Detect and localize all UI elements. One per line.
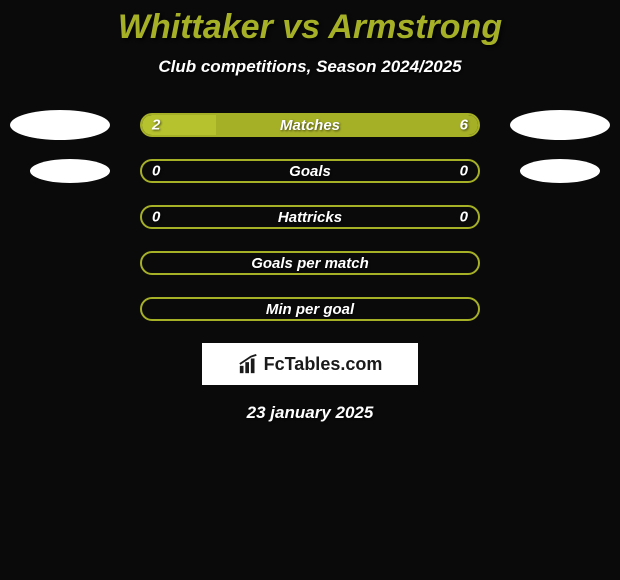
stat-label: Matches: [280, 117, 340, 134]
player1-photo: [10, 110, 110, 140]
stat-row: 2 Matches 6: [0, 113, 620, 137]
stat-label: Goals: [289, 163, 331, 180]
date-text: 23 january 2025: [0, 403, 620, 423]
stat-value-left: 0: [152, 163, 160, 180]
player2-photo: [510, 110, 610, 140]
logo-text: FcTables.com: [264, 354, 383, 375]
subtitle: Club competitions, Season 2024/2025: [0, 57, 620, 77]
stat-row: Goals per match: [0, 251, 620, 275]
vs-text: vs: [282, 8, 320, 46]
stat-value-left: 0: [152, 209, 160, 226]
chart-icon: [238, 353, 260, 375]
stat-value-right: 0: [460, 209, 468, 226]
stat-row: Min per goal: [0, 297, 620, 321]
stat-bar-gpm: Goals per match: [140, 251, 480, 275]
stat-bar-hattricks: 0 Hattricks 0: [140, 205, 480, 229]
player2-name: Armstrong: [328, 8, 502, 46]
player1-name: Whittaker: [118, 8, 273, 46]
stat-label: Min per goal: [266, 301, 354, 318]
stat-bar-goals: 0 Goals 0: [140, 159, 480, 183]
logo: FcTables.com: [238, 353, 383, 375]
stat-row: 0 Goals 0: [0, 159, 620, 183]
stat-label: Goals per match: [251, 255, 369, 272]
stat-value-right: 6: [460, 117, 468, 134]
player2-photo: [520, 159, 600, 183]
player1-photo: [30, 159, 110, 183]
stat-value-right: 0: [460, 163, 468, 180]
stat-label: Hattricks: [278, 209, 342, 226]
stat-bar-matches: 2 Matches 6: [140, 113, 480, 137]
logo-box: FcTables.com: [202, 343, 418, 385]
stat-bar-mpg: Min per goal: [140, 297, 480, 321]
bar-fill-p2: [216, 115, 478, 135]
stat-rows: 2 Matches 6 0 Goals 0 0 Hattricks 0: [0, 113, 620, 321]
stat-row: 0 Hattricks 0: [0, 205, 620, 229]
comparison-title: Whittaker vs Armstrong: [0, 0, 620, 47]
stat-value-left: 2: [152, 117, 160, 134]
